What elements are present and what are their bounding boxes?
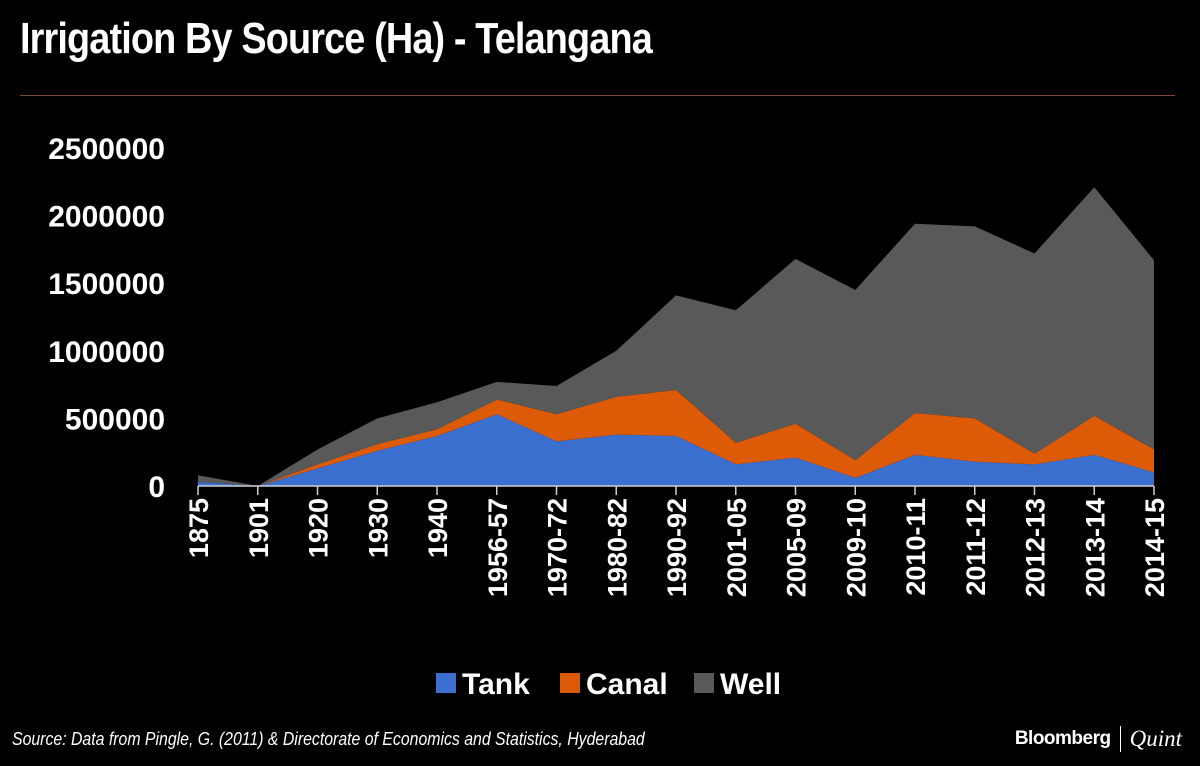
brand-divider: [1119, 726, 1121, 752]
bloomberg-wordmark: Bloomberg: [1014, 728, 1111, 749]
y-tick-label: 1000000: [48, 336, 165, 369]
x-tick-label: 1930: [363, 498, 393, 558]
title-divider: [20, 95, 1175, 96]
quint-wordmark: Quint: [1129, 726, 1182, 751]
legend-label-canal: Canal: [586, 668, 668, 701]
x-tick-label: 1970-72: [543, 498, 573, 597]
y-tick-label: 500000: [65, 403, 165, 436]
x-tick-label: 2012-13: [1021, 498, 1051, 597]
brand-logo: Bloomberg Quint: [1015, 726, 1182, 752]
x-tick-label: 1956-57: [483, 498, 513, 597]
x-tick-label: 1920: [304, 498, 334, 558]
area-well: [198, 187, 1154, 486]
x-tick-label: 2010-11: [901, 498, 931, 596]
y-tick-label: 1500000: [48, 268, 165, 301]
y-tick-label: 0: [148, 471, 165, 504]
x-tick-label: 2005-09: [782, 498, 812, 597]
legend-swatch-tank: [436, 673, 456, 693]
x-tick-label: 1901: [244, 498, 274, 558]
y-tick-label: 2500000: [48, 133, 165, 166]
x-tick-label: 2014-15: [1140, 498, 1170, 597]
x-tick-label: 1980-82: [602, 498, 632, 597]
legend-label-well: Well: [720, 668, 781, 701]
y-tick-label: 2000000: [48, 201, 165, 234]
stacked-area-chart: 1875 1901 1920 1930 1940 1956-57 1970-72 1980-8…: [48, 133, 1170, 701]
x-tick-label: 2001-05: [722, 498, 752, 597]
legend-swatch-canal: [560, 673, 580, 693]
x-tick-label: 1875: [184, 498, 214, 558]
source-note: Source: Data from Pingle, G. (2011) & Di…: [12, 729, 645, 749]
legend-swatch-well: [694, 673, 714, 693]
page-title: Irrigation By Source (Ha) - Telangana: [20, 14, 653, 63]
x-tick-label: 1990-92: [662, 498, 692, 597]
x-tick-label: 2009-10: [841, 498, 871, 597]
x-tick-label: 2011-12: [961, 498, 991, 596]
legend: Tank Canal Well: [436, 668, 781, 701]
area-layers: [198, 187, 1154, 486]
x-tick-label: 1940: [423, 498, 453, 558]
legend-label-tank: Tank: [462, 668, 530, 701]
x-tick-label: 2013-14: [1080, 498, 1110, 597]
area-tank: [198, 414, 1154, 486]
area-canal: [198, 390, 1154, 486]
